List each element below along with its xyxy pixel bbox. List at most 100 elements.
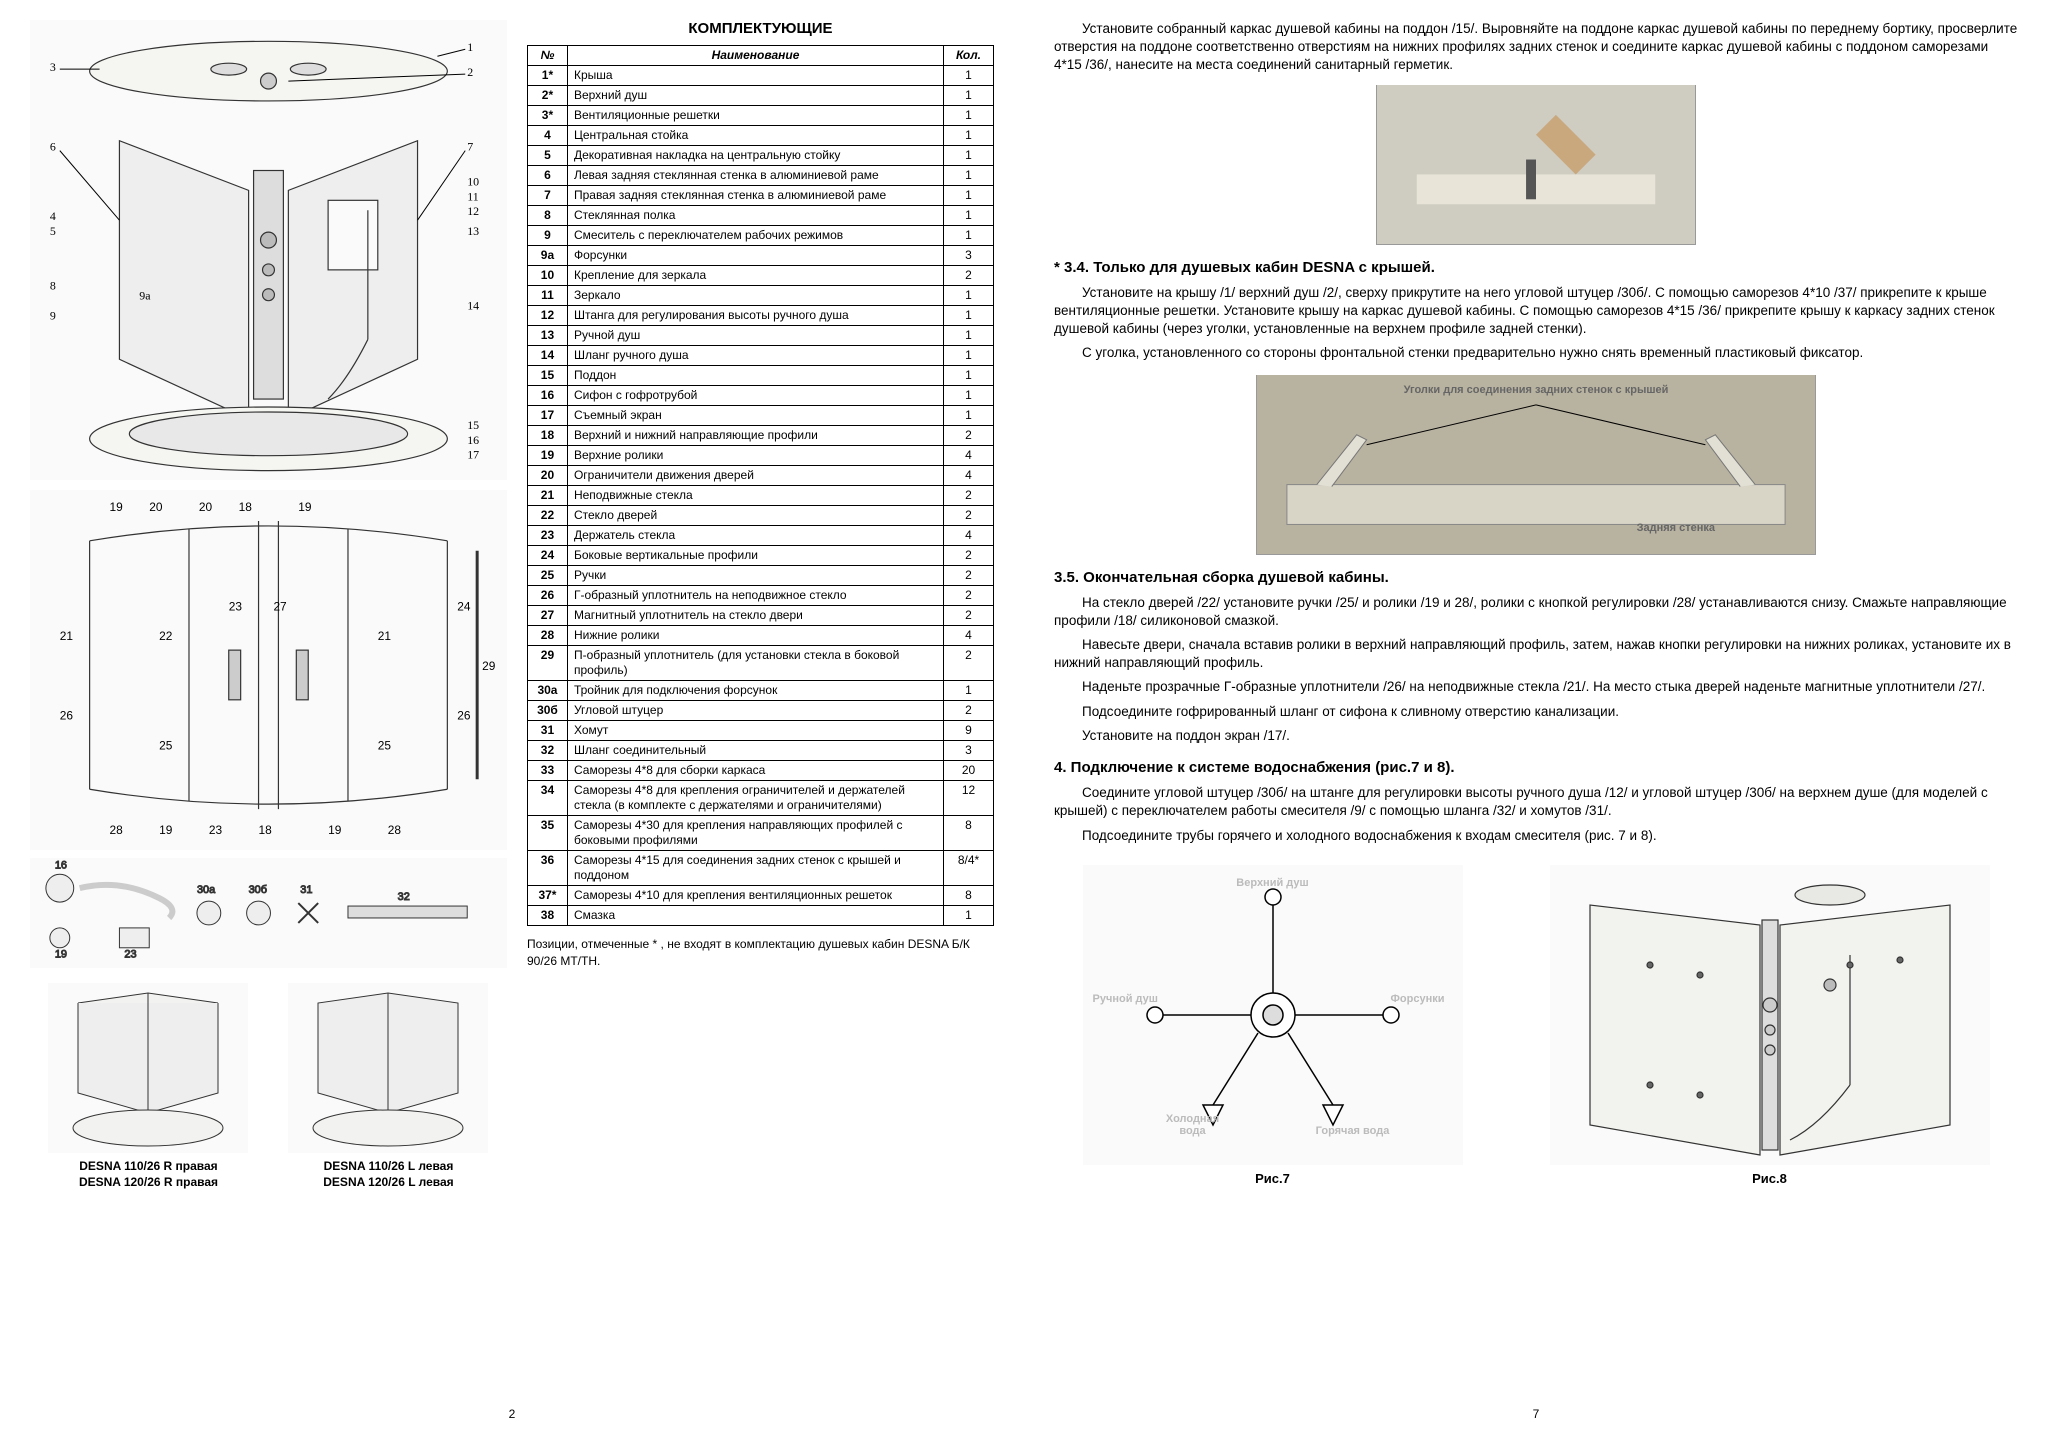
part-name: Форсунки (567, 246, 943, 266)
part-num: 22 (527, 506, 567, 526)
svg-text:23: 23 (229, 599, 243, 613)
parts-title: КОМПЛЕКТУЮЩИЕ (527, 20, 994, 37)
part-num: 34 (527, 781, 567, 816)
part-qty: 12 (944, 781, 994, 816)
svg-text:27: 27 (273, 599, 287, 613)
part-qty: 1 (944, 366, 994, 386)
table-row: 23 Держатель стекла 4 (527, 526, 993, 546)
svg-text:3: 3 (50, 60, 56, 74)
table-row: 12 Штанга для регулирования высоты ручно… (527, 306, 993, 326)
front-frame-diagram: 1920201819 21222321 24 26252526 29 28192… (30, 490, 507, 850)
part-qty: 1 (944, 186, 994, 206)
part-qty: 3 (944, 246, 994, 266)
part-num: 6 (527, 166, 567, 186)
svg-text:21: 21 (60, 629, 74, 643)
part-name: Левая задняя стеклянная стенка в алюмини… (567, 166, 943, 186)
part-name: Верхние ролики (567, 446, 943, 466)
para-intro: Установите собранный каркас душевой каби… (1054, 20, 2018, 75)
part-qty: 4 (944, 626, 994, 646)
model-l-block: DESNA 110/26 L левая DESNA 120/26 L лева… (288, 983, 488, 1190)
part-qty: 1 (944, 406, 994, 426)
svg-text:17: 17 (467, 448, 479, 462)
svg-text:19: 19 (55, 949, 67, 961)
table-row: 28 Нижние ролики 4 (527, 626, 993, 646)
part-qty: 4 (944, 526, 994, 546)
part-qty: 2 (944, 266, 994, 286)
part-name: Смазка (567, 906, 943, 926)
table-row: 1* Крыша 1 (527, 66, 993, 86)
part-num: 3* (527, 106, 567, 126)
svg-text:20: 20 (199, 500, 213, 514)
part-num: 21 (527, 486, 567, 506)
para-35a: На стекло дверей /22/ установите ручки /… (1054, 594, 2018, 630)
part-name: Шланг ручного душа (567, 346, 943, 366)
part-name: Неподвижные стекла (567, 486, 943, 506)
part-name: Крыша (567, 66, 943, 86)
svg-text:30а: 30а (197, 884, 216, 896)
part-name: Стекло дверей (567, 506, 943, 526)
part-num: 15 (527, 366, 567, 386)
table-row: 33 Саморезы 4*8 для сборки каркаса 20 (527, 761, 993, 781)
svg-text:22: 22 (159, 629, 173, 643)
table-row: 21 Неподвижные стекла 2 (527, 486, 993, 506)
part-name: Правая задняя стеклянная стенка в алюмин… (567, 186, 943, 206)
part-num: 2* (527, 86, 567, 106)
part-num: 11 (527, 286, 567, 306)
part-name: Поддон (567, 366, 943, 386)
svg-text:4: 4 (50, 209, 56, 223)
table-row: 36 Саморезы 4*15 для соединения задних с… (527, 851, 993, 886)
svg-text:16: 16 (467, 433, 479, 447)
svg-text:12: 12 (467, 204, 479, 218)
part-num: 23 (527, 526, 567, 546)
part-num: 5 (527, 146, 567, 166)
th-num: № (527, 46, 567, 66)
part-num: 8 (527, 206, 567, 226)
part-qty: 8 (944, 816, 994, 851)
part-num: 14 (527, 346, 567, 366)
table-row: 16 Сифон с гофротрубой 1 (527, 386, 993, 406)
svg-text:19: 19 (328, 823, 342, 837)
para-34a: Установите на крышу /1/ верхний душ /2/,… (1054, 284, 2018, 339)
part-name: Вентиляционные решетки (567, 106, 943, 126)
part-qty: 2 (944, 646, 994, 681)
part-num: 29 (527, 646, 567, 681)
page-right: Установите собранный каркас душевой каби… (1024, 0, 2048, 1431)
parts-table-column: КОМПЛЕКТУЮЩИЕ № Наименование Кол. 1* Кры… (527, 20, 994, 1411)
table-row: 26 Г-образный уплотнитель на неподвижное… (527, 586, 993, 606)
table-row: 10 Крепление для зеркала 2 (527, 266, 993, 286)
part-qty: 1 (944, 146, 994, 166)
part-num: 4 (527, 126, 567, 146)
svg-text:29: 29 (482, 659, 496, 673)
part-qty: 1 (944, 681, 994, 701)
part-name: Смеситель с переключателем рабочих режим… (567, 226, 943, 246)
svg-text:19: 19 (298, 500, 312, 514)
svg-text:7: 7 (467, 140, 473, 154)
part-name: Саморезы 4*30 для крепления направляющих… (567, 816, 943, 851)
model-r1-label: DESNA 110/26 R правая (48, 1159, 248, 1175)
part-num: 24 (527, 546, 567, 566)
photo-annot-2: Задняя стенка (1637, 522, 1715, 534)
para-35e: Установите на поддон экран /17/. (1054, 727, 2018, 745)
fig7-right-label: Форсунки (1391, 993, 1445, 1005)
part-qty: 1 (944, 66, 994, 86)
table-row: 6 Левая задняя стеклянная стенка в алюми… (527, 166, 993, 186)
photo-corners: Уголки для соединения задних стенок с кр… (1256, 375, 1816, 555)
part-num: 19 (527, 446, 567, 466)
part-name: Ограничители движения дверей (567, 466, 943, 486)
part-qty: 1 (944, 326, 994, 346)
part-qty: 1 (944, 226, 994, 246)
part-name: Тройник для подключения форсунок (567, 681, 943, 701)
part-qty: 1 (944, 106, 994, 126)
table-row: 5 Декоративная накладка на центральную с… (527, 146, 993, 166)
svg-text:19: 19 (109, 500, 123, 514)
part-qty: 1 (944, 286, 994, 306)
table-row: 19 Верхние ролики 4 (527, 446, 993, 466)
table-row: 30а Тройник для подключения форсунок 1 (527, 681, 993, 701)
table-row: 38 Смазка 1 (527, 906, 993, 926)
diagrams-column: 1 2 3 6 7 4 5 8 9 9а 10 11 12 13 14 15 1 (30, 20, 507, 1411)
part-qty: 1 (944, 386, 994, 406)
part-num: 37* (527, 886, 567, 906)
para-4b: Подсоедините трубы горячего и холодного … (1054, 827, 2018, 845)
part-num: 12 (527, 306, 567, 326)
part-num: 9 (527, 226, 567, 246)
